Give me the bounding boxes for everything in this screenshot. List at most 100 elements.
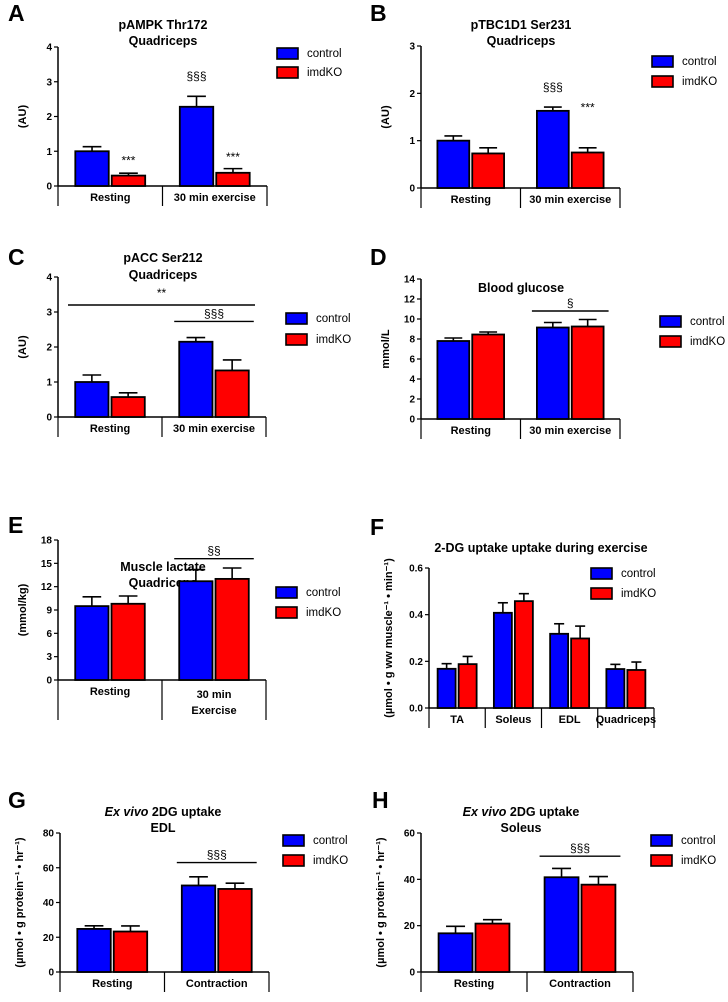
bar-control — [74, 381, 110, 418]
category-label: Soleus — [495, 714, 531, 726]
bar-imdko — [112, 930, 149, 973]
chart-title: pACC Ser212 — [123, 251, 202, 265]
y-tick-label: 1 — [46, 378, 52, 389]
panel-h: H Ex vivo 2DG uptake Soleus 0 20 40 60 (µmol • … — [372, 787, 716, 992]
category-label: Resting — [90, 686, 130, 698]
legend-label: imdKO — [621, 588, 656, 600]
bar-control — [543, 876, 580, 973]
legend-swatch-imdko — [590, 587, 613, 600]
bar-control — [536, 109, 570, 189]
chart-title-line: Soleus — [501, 821, 542, 835]
bar-imdko — [570, 325, 605, 420]
legend-label: control — [690, 316, 725, 328]
category-label-line: Exercise — [191, 705, 236, 717]
chart-title: Soleus — [501, 821, 542, 835]
bar-imdko — [580, 883, 617, 973]
legend-label: imdKO — [690, 336, 725, 348]
y-axis-label: (µmol • g ww muscle⁻¹ • min⁻¹) — [383, 558, 395, 718]
y-tick-label: 60 — [404, 829, 416, 840]
chart-title: 2-DG uptake uptake during exercise — [434, 541, 647, 555]
legend-label: control — [682, 56, 717, 68]
bar-control — [178, 105, 215, 187]
legend-swatch-imdko — [651, 75, 674, 88]
y-axis-label: (µmol • g protein⁻¹ • hr⁻¹) — [375, 837, 387, 967]
legend-swatch-imdko — [276, 66, 299, 79]
legend-swatch-imdko — [282, 854, 305, 867]
y-tick-label: 0.0 — [409, 704, 423, 715]
chart-title: Quadriceps — [129, 268, 198, 282]
chart-title: Quadriceps — [487, 34, 556, 48]
y-tick-label: 8 — [409, 335, 415, 346]
bar-imdko — [214, 369, 250, 418]
chart-title: pAMPK Thr172 — [119, 18, 208, 32]
y-tick-label: 3 — [409, 42, 415, 53]
y-tick-label: 10 — [404, 315, 416, 326]
chart-title: EDL — [151, 821, 176, 835]
legend-label: control — [681, 835, 716, 847]
bar-imdko — [110, 396, 146, 418]
y-tick-label: 2 — [46, 343, 52, 354]
y-tick-label: 0.6 — [409, 564, 423, 575]
y-tick-label: 12 — [404, 295, 416, 306]
significance-marker: ** — [157, 286, 167, 300]
y-tick-label: 40 — [404, 875, 416, 886]
bar-imdko — [570, 151, 605, 189]
legend-label: control — [313, 835, 348, 847]
chart-title-line: Muscle lactate — [120, 560, 206, 574]
bar-control — [180, 884, 217, 973]
legend-swatch-imdko — [650, 854, 673, 867]
significance-marker: §§§ — [543, 80, 563, 94]
y-axis-label: (AU) — [380, 105, 392, 129]
y-tick-label: 80 — [43, 829, 55, 840]
y-tick-label: 0 — [409, 968, 415, 979]
category-label: Resting — [90, 423, 130, 435]
legend-label: control — [316, 313, 351, 325]
y-tick-label: 4 — [46, 43, 52, 54]
category-label: Resting — [451, 425, 491, 437]
category-label: 30 min exercise — [173, 423, 255, 435]
panel-letter: B — [370, 0, 387, 26]
y-tick-label: 60 — [43, 863, 55, 874]
significance-marker: §§§ — [204, 306, 224, 320]
bar-control — [436, 667, 457, 709]
panel-letter: A — [8, 0, 25, 26]
significance-marker: § — [567, 296, 574, 310]
legend-swatch-imdko — [659, 335, 682, 348]
chart-title-line: EDL — [151, 821, 176, 835]
category-label: 30 min exercise — [529, 194, 611, 206]
y-tick-label: 3 — [46, 308, 52, 319]
category-label: Contraction — [549, 978, 611, 990]
y-tick-label: 0 — [409, 184, 415, 195]
y-tick-label: 20 — [404, 921, 416, 932]
bar-imdko — [471, 333, 505, 420]
bar-control — [549, 632, 570, 709]
significance-marker: *** — [581, 100, 595, 114]
y-tick-label: 0 — [46, 676, 52, 687]
bar-control — [178, 340, 214, 418]
bar-imdko — [474, 922, 511, 973]
y-tick-label: 18 — [41, 536, 53, 547]
y-tick-label: 9 — [46, 606, 52, 617]
panel-letter: D — [370, 244, 387, 270]
legend-label: imdKO — [682, 76, 717, 88]
y-axis-label: (AU) — [17, 335, 29, 359]
legend-label: imdKO — [681, 855, 716, 867]
bar-control — [74, 150, 110, 187]
legend-swatch-control — [282, 834, 305, 847]
category-label: EDL — [559, 714, 581, 726]
chart-title: pTBC1D1 Ser231 — [471, 18, 572, 32]
y-tick-label: 1 — [409, 136, 415, 147]
chart-title-italic: Ex vivo — [463, 805, 507, 819]
y-tick-label: 6 — [409, 355, 415, 366]
category-label: Resting — [90, 192, 130, 204]
chart-title-line: pTBC1D1 Ser231 — [471, 18, 572, 32]
legend-swatch-control — [590, 567, 613, 580]
chart-title: Muscle lactate — [120, 560, 206, 574]
significance-marker: *** — [121, 153, 135, 167]
bar-imdko — [457, 663, 478, 709]
